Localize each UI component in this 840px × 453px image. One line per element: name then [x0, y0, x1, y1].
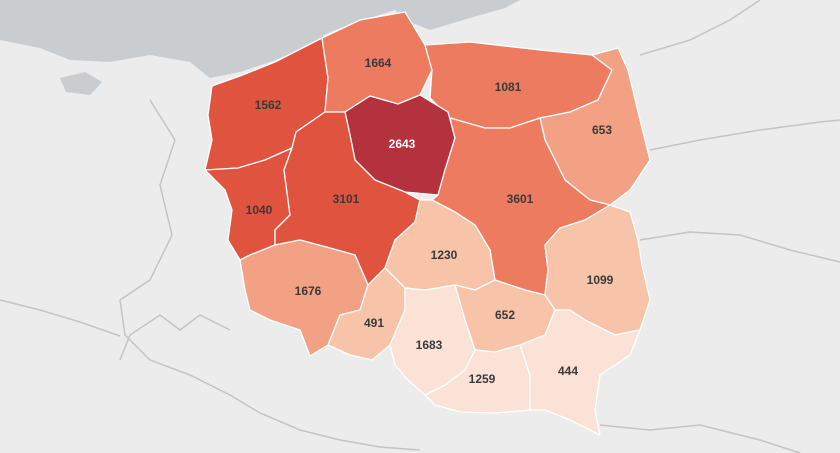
region-value-label-lubuskie: 1040: [246, 203, 273, 217]
sea-area: [0, 0, 520, 78]
region-value-label-wielkopolskie: 3101: [333, 192, 360, 206]
region-value-label-pomorskie: 1664: [365, 56, 392, 70]
labels-layer: 1562 1664 1081 653 2643 1040 3101 3601 1230 1099 1…: [246, 56, 614, 386]
region-value-label-mazowieckie: 3601: [507, 192, 534, 206]
region-value-label-podlaskie: 653: [592, 123, 612, 137]
neighbor-border-west: [119, 99, 421, 451]
sea-island: [60, 72, 102, 95]
region-value-label-slaskie: 1683: [416, 338, 443, 352]
region-value-label-podkarpackie: 444: [558, 364, 578, 378]
region-podkarpackie[interactable]: [519, 309, 641, 436]
region-value-label-dolnoslaskie: 1676: [295, 284, 322, 298]
region-value-label-warminsko-mazurskie: 1081: [495, 80, 522, 94]
regions-layer: [204, 11, 651, 436]
region-value-label-swietokrzyskie: 652: [495, 308, 515, 322]
region-malopolskie[interactable]: [424, 344, 531, 414]
region-value-label-opolskie: 491: [364, 316, 384, 330]
region-opolskie[interactable]: [327, 267, 406, 361]
region-value-label-kujawsko-pomorskie: 2643: [389, 137, 416, 151]
region-value-label-lodzkie: 1230: [431, 248, 458, 262]
neighbor-border-east: [599, 0, 840, 453]
region-value-label-zachodniopomorskie: 1562: [255, 98, 282, 112]
region-value-label-malopolskie: 1259: [469, 372, 496, 386]
neighbor-border-south: [0, 299, 231, 361]
region-value-label-lubelskie: 1099: [587, 273, 614, 287]
